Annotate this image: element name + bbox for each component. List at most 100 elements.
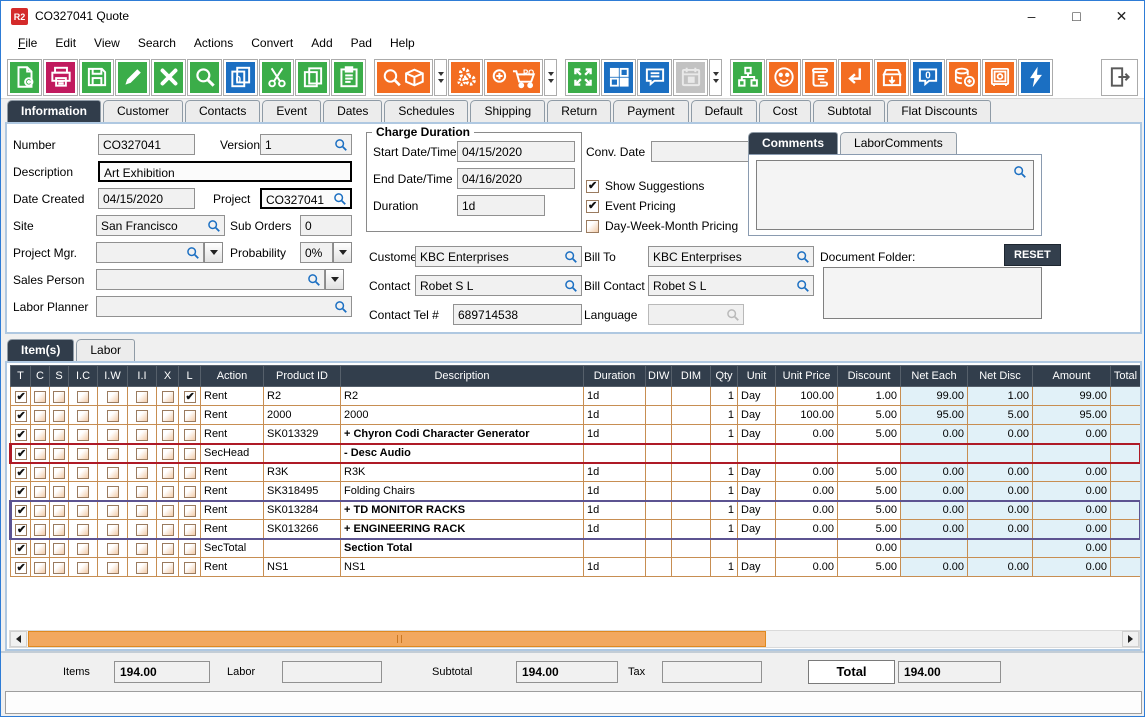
table-cell[interactable]: 5.00 — [837, 519, 901, 540]
table-cell[interactable]: Day — [737, 499, 776, 520]
row-checkbox[interactable] — [106, 467, 119, 480]
return-arrow-button[interactable] — [838, 58, 873, 96]
row-checkbox-cell[interactable] — [30, 386, 50, 406]
table-cell[interactable]: 0.00 — [775, 557, 838, 577]
column-header[interactable]: Net Disc — [967, 365, 1033, 387]
row-checkbox-cell[interactable] — [178, 499, 201, 520]
row-checkbox[interactable] — [106, 562, 119, 574]
table-cell[interactable]: 2000 — [340, 405, 584, 425]
box-return-button[interactable] — [874, 58, 909, 96]
row-checkbox-cell[interactable] — [30, 405, 50, 425]
add-purchase-order-split-button[interactable] — [544, 58, 557, 96]
table-cell[interactable] — [775, 538, 838, 558]
row-checkbox[interactable] — [77, 562, 89, 574]
description-field[interactable]: Art Exhibition — [98, 161, 352, 182]
contact-field[interactable]: Robet S L — [415, 275, 582, 296]
table-cell[interactable]: + Chyron Codi Character Generator — [340, 424, 584, 444]
row-checkbox-cell[interactable] — [127, 499, 157, 520]
probability-field[interactable]: 0% — [300, 242, 333, 263]
row-checkbox[interactable] — [183, 523, 196, 536]
lightning-button[interactable] — [1018, 58, 1053, 96]
menu-view[interactable]: View — [94, 36, 120, 50]
row-checkbox[interactable] — [136, 428, 148, 441]
table-cell[interactable]: 5.00 — [837, 462, 901, 482]
bubble-zero-button[interactable] — [910, 58, 945, 96]
document-folder-box[interactable] — [823, 267, 1042, 319]
row-checkbox-cell[interactable] — [156, 557, 179, 577]
smiley-button[interactable] — [766, 58, 801, 96]
new-document-button[interactable] — [7, 58, 42, 96]
column-header[interactable]: Unit Price — [775, 365, 838, 387]
tab-contacts[interactable]: Contacts — [185, 100, 261, 122]
table-cell[interactable]: NS1 — [340, 557, 584, 577]
row-checkbox[interactable] — [34, 485, 46, 498]
row-checkbox[interactable] — [161, 523, 174, 536]
maximize-button[interactable]: □ — [1072, 8, 1081, 24]
tab-payment[interactable]: Payment — [613, 100, 689, 122]
row-checkbox[interactable] — [183, 410, 196, 422]
row-checkbox-cell[interactable] — [127, 462, 157, 482]
comment-button[interactable] — [637, 58, 672, 96]
row-checkbox[interactable] — [136, 523, 148, 536]
tab-flat-discounts[interactable]: Flat Discounts — [887, 100, 992, 122]
table-cell[interactable]: Day — [737, 557, 776, 577]
table-cell[interactable] — [671, 462, 711, 482]
row-checkbox[interactable] — [161, 391, 174, 403]
row-checkbox[interactable] — [77, 428, 89, 441]
row-checkbox-cell[interactable] — [49, 499, 69, 520]
table-cell[interactable]: 0.00 — [967, 481, 1033, 501]
search-icon[interactable] — [334, 138, 348, 152]
table-cell[interactable] — [671, 481, 711, 501]
row-checkbox[interactable] — [161, 428, 174, 441]
row-checkbox[interactable] — [106, 505, 119, 518]
modules-button[interactable] — [601, 58, 636, 96]
tab-schedules[interactable]: Schedules — [384, 100, 469, 122]
table-cell[interactable]: 0.00 — [967, 462, 1033, 482]
checkbox-icon[interactable] — [586, 179, 599, 193]
row-checkbox-cell[interactable] — [49, 405, 69, 425]
version-field[interactable]: 1 — [260, 134, 352, 155]
row-checkbox[interactable] — [136, 391, 148, 403]
row-checkbox[interactable] — [14, 409, 27, 422]
probability-dropdown[interactable] — [333, 242, 352, 263]
row-checkbox-cell[interactable] — [178, 424, 201, 444]
table-cell[interactable] — [900, 538, 968, 558]
row-checkbox[interactable] — [15, 504, 27, 518]
table-cell[interactable]: 0.00 — [1032, 462, 1111, 482]
edit-button[interactable] — [115, 58, 150, 96]
table-cell[interactable]: 0.00 — [967, 499, 1033, 520]
row-checkbox[interactable] — [136, 543, 148, 556]
row-checkbox-cell[interactable] — [97, 424, 128, 444]
table-cell[interactable]: Day — [737, 519, 776, 540]
row-checkbox[interactable] — [106, 428, 119, 441]
copy-button[interactable] — [295, 58, 330, 96]
table-cell[interactable] — [671, 557, 711, 577]
row-checkbox-cell[interactable] — [68, 442, 98, 464]
row-checkbox[interactable] — [14, 485, 27, 498]
row-checkbox[interactable] — [53, 523, 65, 536]
table-cell[interactable]: 0.00 — [967, 424, 1033, 444]
table-cell[interactable]: Folding Chairs — [340, 481, 584, 501]
row-checkbox[interactable] — [183, 428, 196, 441]
search-icon[interactable] — [564, 250, 578, 264]
table-cell[interactable] — [671, 499, 711, 520]
column-header[interactable]: Unit — [737, 365, 776, 387]
row-checkbox-cell[interactable] — [49, 538, 69, 558]
table-cell[interactable]: SK318495 — [263, 481, 341, 501]
calendar-split-button[interactable] — [709, 58, 722, 96]
table-cell[interactable] — [710, 538, 738, 558]
row-checkbox-cell[interactable] — [156, 405, 179, 425]
table-cell[interactable]: 0.00 — [967, 519, 1033, 540]
row-checkbox[interactable] — [161, 505, 174, 518]
calendar-button[interactable] — [673, 58, 708, 96]
table-cell[interactable]: 95.00 — [900, 405, 968, 425]
row-checkbox-cell[interactable] — [10, 538, 31, 558]
comments-text-area[interactable] — [756, 160, 1034, 230]
row-checkbox[interactable] — [136, 467, 148, 480]
table-cell[interactable] — [775, 442, 838, 464]
table-cell[interactable]: Rent — [200, 405, 264, 425]
table-cell[interactable]: NS1 — [263, 557, 341, 577]
row-checkbox[interactable] — [34, 448, 46, 460]
duration-field[interactable]: 1d — [457, 195, 545, 216]
tab-default[interactable]: Default — [690, 100, 757, 122]
